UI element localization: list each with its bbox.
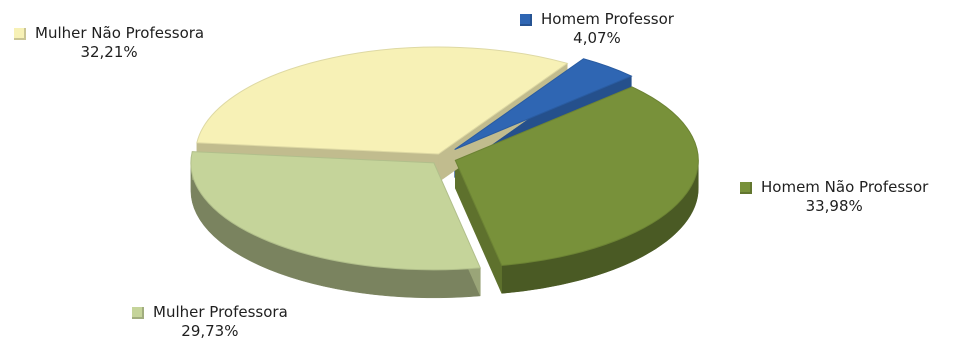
label-value-mulher-nao-professora: 32,21% — [80, 43, 138, 61]
legend-swatch-homem-nao-professor — [740, 181, 752, 194]
pie-top-layer — [190, 46, 699, 271]
pie-slice-mulher-professora — [190, 151, 482, 271]
data-label-mulher-nao-professora: Mulher Não Professora 32,21% — [14, 24, 204, 62]
label-name-homem-nao-professor: Homem Não Professor — [761, 178, 929, 196]
label-name-mulher-nao-professora: Mulher Não Professora — [35, 24, 205, 42]
legend-swatch-homem-professor — [520, 13, 532, 26]
pie-slice-homem-professor — [454, 58, 633, 150]
data-label-homem-nao-professor: Homem Não Professor 33,98% — [740, 178, 928, 216]
data-label-homem-professor: Homem Professor 4,07% — [520, 10, 674, 48]
legend-swatch-mulher-professora — [132, 306, 144, 319]
label-value-homem-nao-professor: 33,98% — [805, 197, 863, 215]
pie-slice-mulher-nao-professora — [196, 46, 569, 155]
legend-swatch-mulher-nao-professora — [14, 27, 26, 40]
label-name-mulher-professora: Mulher Professora — [153, 303, 288, 321]
label-value-homem-professor: 4,07% — [573, 29, 621, 47]
label-value-mulher-professora: 29,73% — [181, 322, 239, 340]
label-name-homem-professor: Homem Professor — [541, 10, 674, 28]
pie-slice-homem-nao-professor — [454, 86, 699, 266]
data-label-mulher-professora: Mulher Professora 29,73% — [132, 303, 288, 341]
